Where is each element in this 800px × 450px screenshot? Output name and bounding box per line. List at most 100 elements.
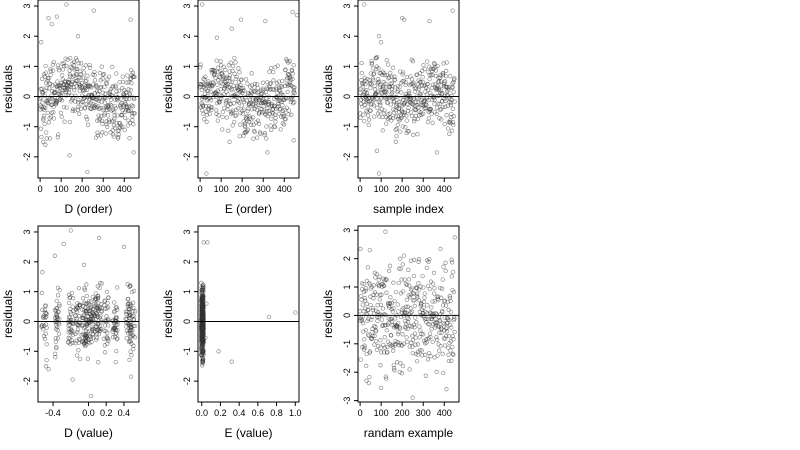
data-point xyxy=(412,298,417,303)
data-point xyxy=(374,347,380,353)
data-point xyxy=(54,298,59,304)
data-point xyxy=(450,120,456,125)
data-point xyxy=(212,71,217,76)
data-point xyxy=(73,331,78,337)
data-point xyxy=(67,72,72,77)
data-point xyxy=(104,119,109,124)
data-point xyxy=(127,136,132,141)
data-point xyxy=(412,325,417,330)
data-point xyxy=(421,332,426,337)
data-point xyxy=(76,320,82,325)
x-tick-label: 300 xyxy=(256,184,271,194)
data-point xyxy=(425,119,431,125)
data-point xyxy=(55,327,60,333)
data-point xyxy=(430,339,435,345)
data-point xyxy=(431,270,437,276)
y-axis-label: residuals xyxy=(321,65,335,113)
data-point xyxy=(432,97,437,102)
data-point xyxy=(402,17,407,22)
x-axis: 0.0 0.2 0.4 0.6 0.8 1.0 E (value) xyxy=(195,402,302,440)
data-point xyxy=(384,376,389,381)
data-point xyxy=(105,323,111,328)
data-point xyxy=(403,281,408,286)
data-point xyxy=(51,104,56,110)
data-point xyxy=(368,71,373,76)
data-point xyxy=(108,102,113,107)
data-point xyxy=(94,337,99,343)
data-point xyxy=(440,309,445,315)
y-tick-label: 0 xyxy=(342,313,352,318)
data-points xyxy=(357,2,457,176)
y-tick-label: 1 xyxy=(182,289,192,294)
data-point xyxy=(201,284,206,290)
data-point xyxy=(73,99,78,104)
data-point xyxy=(80,75,86,80)
y-tick-label: 0 xyxy=(22,94,32,99)
data-points xyxy=(39,228,138,399)
data-point xyxy=(369,82,374,87)
data-point xyxy=(105,330,110,335)
data-point xyxy=(384,121,389,126)
data-point xyxy=(78,72,83,77)
data-point xyxy=(233,76,238,82)
data-point xyxy=(409,113,415,119)
data-point xyxy=(125,302,130,307)
data-point xyxy=(432,286,437,291)
data-point xyxy=(214,35,220,40)
data-point xyxy=(116,88,122,93)
y-tick-label: 1 xyxy=(342,285,352,290)
data-point xyxy=(451,114,457,119)
y-tick-label: -1 xyxy=(182,123,192,131)
data-point xyxy=(418,91,424,97)
data-point xyxy=(215,65,221,70)
data-point xyxy=(62,87,68,93)
data-point xyxy=(362,118,367,124)
data-point xyxy=(277,107,283,112)
data-point xyxy=(444,113,449,118)
data-point xyxy=(276,111,282,117)
data-point xyxy=(199,312,204,317)
data-point xyxy=(262,132,267,138)
data-point xyxy=(395,302,400,307)
data-point xyxy=(410,338,416,343)
data-point xyxy=(237,70,242,75)
data-point xyxy=(282,107,287,113)
data-point xyxy=(120,124,125,129)
data-point xyxy=(440,104,445,110)
data-point xyxy=(411,132,416,138)
data-point xyxy=(449,274,454,279)
data-point xyxy=(443,73,449,79)
data-point xyxy=(68,309,73,315)
data-point xyxy=(90,101,96,107)
data-point xyxy=(393,289,399,295)
data-point xyxy=(254,107,260,113)
data-point xyxy=(70,377,75,382)
data-point xyxy=(89,106,94,112)
data-point xyxy=(452,329,457,335)
data-point xyxy=(100,130,105,135)
data-point xyxy=(385,344,390,350)
data-point xyxy=(400,332,405,337)
data-point xyxy=(360,302,365,307)
data-point xyxy=(85,356,91,361)
y-tick-label: 0 xyxy=(22,319,32,324)
data-point xyxy=(389,87,395,92)
data-point xyxy=(68,341,73,347)
data-point xyxy=(126,313,131,319)
data-point xyxy=(270,69,276,75)
data-point xyxy=(370,333,375,339)
x-tick-label: 400 xyxy=(437,184,452,194)
data-point xyxy=(405,339,410,345)
data-point xyxy=(73,313,78,319)
data-point xyxy=(364,378,369,383)
data-point xyxy=(40,270,45,275)
plot-frame xyxy=(197,225,300,403)
data-point xyxy=(383,374,388,379)
data-point xyxy=(377,109,382,114)
data-point xyxy=(380,306,386,311)
data-point xyxy=(444,333,449,339)
data-point xyxy=(106,74,112,79)
data-point xyxy=(432,291,437,296)
data-point xyxy=(413,351,419,357)
data-point xyxy=(378,82,383,88)
